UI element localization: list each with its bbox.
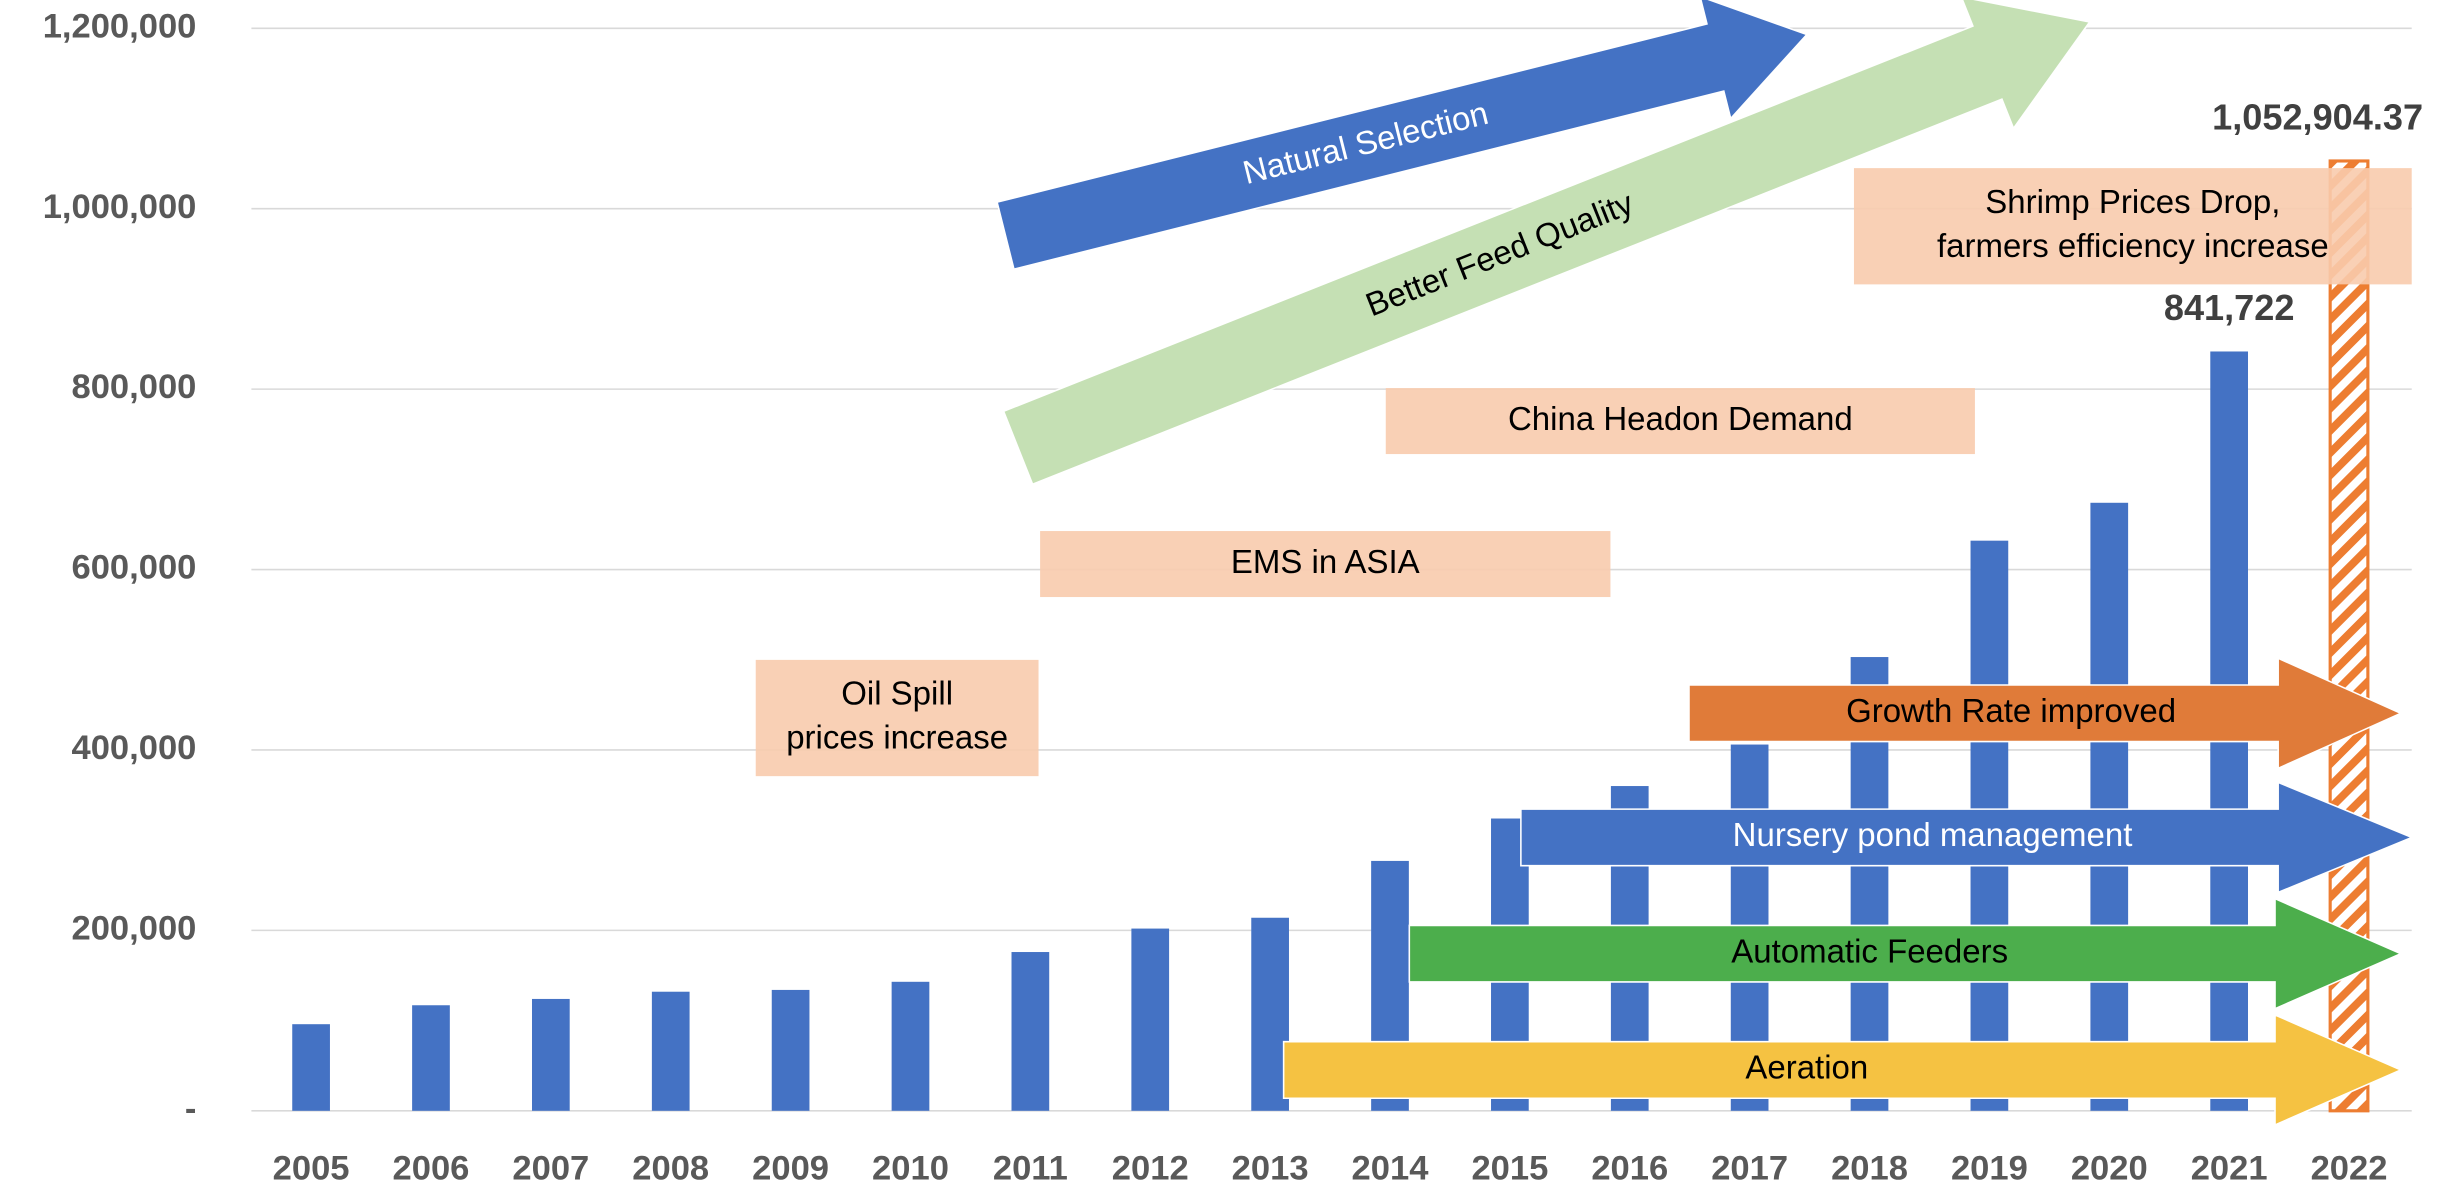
x-tick-label: 2005 [273, 1150, 350, 1187]
bar [1251, 917, 1289, 1111]
annotation-text: prices increase [786, 719, 1008, 756]
annotation-text: Aeration [1745, 1049, 1868, 1086]
annotation-arrow [1408, 897, 2403, 1010]
bar [1131, 928, 1170, 1111]
x-tick-label: 2019 [1951, 1150, 2028, 1187]
bar [651, 991, 690, 1111]
annotation-box [1385, 388, 1975, 455]
y-tick-label: 200,000 [72, 910, 197, 948]
x-tick-label: 2015 [1471, 1150, 1548, 1187]
bar [771, 989, 810, 1111]
annotation-text: Oil Spill [841, 675, 953, 712]
x-tick-label: 2020 [2071, 1150, 2148, 1187]
annotation-text: Automatic Feeders [1731, 932, 2008, 969]
annotation-arrow [1282, 1013, 2403, 1127]
annotation-box [1853, 168, 2412, 285]
bar [2090, 502, 2129, 1111]
x-tick-label: 2014 [1352, 1150, 1430, 1187]
y-tick-label: 1,200,000 [43, 7, 197, 45]
value-label: 841,722 [2164, 287, 2295, 328]
x-tick-label: 2009 [752, 1150, 829, 1187]
annotation-text: Shrimp Prices Drop, [1985, 183, 2280, 220]
bar [412, 1005, 450, 1111]
x-tick-label: 2016 [1591, 1150, 1668, 1187]
y-tick-label: 800,000 [72, 368, 197, 406]
x-tick-label: 2013 [1232, 1150, 1309, 1187]
bar [292, 1024, 330, 1111]
annotation-arrow [996, 0, 1809, 271]
bar [891, 981, 930, 1111]
annotation-text: farmers efficiency increase [1937, 227, 2329, 264]
annotation-text: EMS in ASIA [1231, 543, 1420, 580]
y-tick-label: 400,000 [72, 729, 197, 767]
annotation-text: Growth Rate improved [1846, 692, 2176, 729]
x-tick-label: 2021 [2191, 1150, 2268, 1187]
annotation-arrow [1520, 781, 2414, 894]
x-tick-label: 2010 [872, 1150, 949, 1187]
x-tick-label: 2022 [2311, 1150, 2388, 1187]
annotation-text: Nursery pond management [1733, 816, 2133, 853]
x-tick-label: 2012 [1112, 1150, 1189, 1187]
y-tick-label: 600,000 [72, 549, 197, 587]
x-tick-label: 2006 [393, 1150, 470, 1187]
y-tick-label: - [185, 1090, 197, 1128]
y-tick-label: 1,000,000 [43, 188, 197, 226]
annotation-text: China Headon Demand [1508, 400, 1853, 437]
x-tick-label: 2017 [1711, 1150, 1788, 1187]
annotation-arrow [1688, 657, 2403, 770]
x-tick-label: 2018 [1831, 1150, 1908, 1187]
annotation-box [755, 659, 1039, 777]
x-tick-label: 2008 [632, 1150, 709, 1187]
bar [531, 998, 570, 1111]
bar [1011, 952, 1050, 1111]
value-label: 1,052,904.37 [2212, 97, 2423, 138]
x-tick-label: 2011 [993, 1150, 1068, 1187]
x-tick-label: 2007 [512, 1150, 589, 1187]
annotation-arrow [1002, 0, 2091, 486]
annotation-box [1040, 531, 1611, 598]
